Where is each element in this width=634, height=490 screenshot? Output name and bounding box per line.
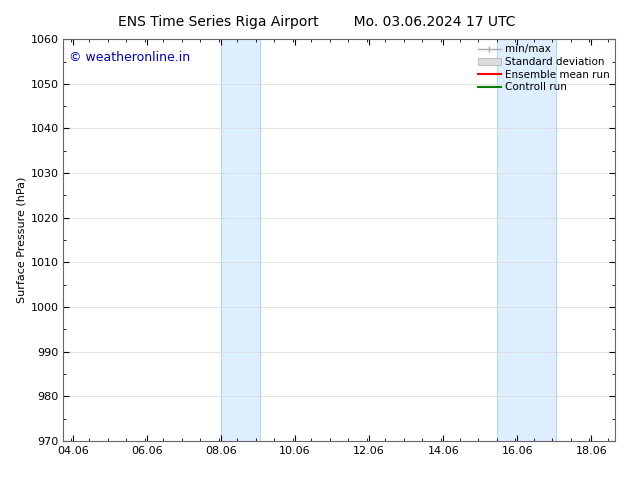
Bar: [221, 39, 261, 441]
Text: ENS Time Series Riga Airport        Mo. 03.06.2024 17 UTC: ENS Time Series Riga Airport Mo. 03.06.2…: [119, 15, 515, 29]
Y-axis label: Surface Pressure (hPa): Surface Pressure (hPa): [16, 177, 26, 303]
Text: © weatheronline.in: © weatheronline.in: [69, 51, 190, 64]
Bar: [496, 39, 557, 441]
Legend: min/max, Standard deviation, Ensemble mean run, Controll run: min/max, Standard deviation, Ensemble me…: [475, 41, 613, 96]
